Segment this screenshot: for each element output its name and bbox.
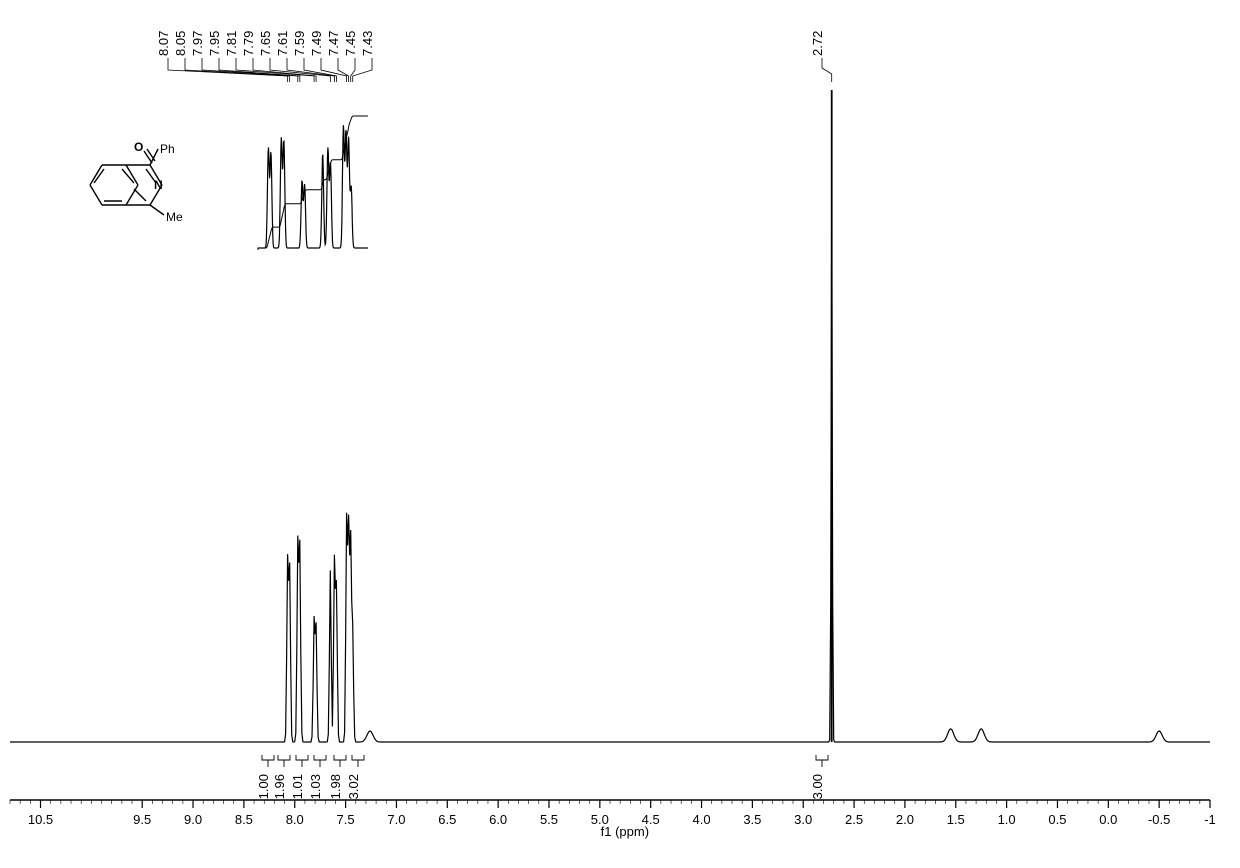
peak-label: 7.45 bbox=[343, 31, 358, 56]
integral-label: 1.00 bbox=[256, 774, 271, 799]
peak-label: 7.59 bbox=[292, 31, 307, 56]
x-tick-label: 1.0 bbox=[998, 812, 1016, 827]
x-tick-label: 6.0 bbox=[489, 812, 507, 827]
svg-text:Me: Me bbox=[166, 210, 183, 224]
x-tick-label: 2.0 bbox=[896, 812, 914, 827]
x-tick-label: 9.0 bbox=[184, 812, 202, 827]
peak-label: 7.49 bbox=[309, 31, 324, 56]
peak-label: 8.07 bbox=[156, 31, 171, 56]
integral-label: 1.03 bbox=[308, 774, 323, 799]
svg-text:N: N bbox=[154, 178, 163, 192]
x-tick-label: 8.5 bbox=[235, 812, 253, 827]
x-axis-label: f1 (ppm) bbox=[601, 824, 649, 839]
x-tick-label: 10.5 bbox=[28, 812, 53, 827]
integral-label: 1.01 bbox=[290, 774, 305, 799]
x-tick-label: 4.0 bbox=[692, 812, 710, 827]
nmr-spectrum: 10.59.59.08.58.07.57.06.56.05.55.04.54.0… bbox=[0, 0, 1240, 868]
zoom-inset-integral bbox=[258, 116, 368, 250]
spectrum-trace bbox=[10, 192, 1210, 742]
x-tick-label: 7.0 bbox=[387, 812, 405, 827]
zoom-inset-trace bbox=[258, 125, 368, 248]
x-tick-label: 6.5 bbox=[438, 812, 456, 827]
x-tick-label: 0.0 bbox=[1099, 812, 1117, 827]
integral-label: 3.02 bbox=[346, 774, 361, 799]
peak-label: 7.79 bbox=[241, 31, 256, 56]
x-tick-label: 5.5 bbox=[540, 812, 558, 827]
peak-label: 7.95 bbox=[207, 31, 222, 56]
x-tick-label: -1 bbox=[1204, 812, 1216, 827]
x-tick-label: 1.5 bbox=[947, 812, 965, 827]
svg-text:Ph: Ph bbox=[160, 142, 175, 156]
x-tick-label: -0.5 bbox=[1148, 812, 1170, 827]
peak-label: 8.05 bbox=[173, 31, 188, 56]
peak-label: 7.97 bbox=[190, 31, 205, 56]
peak-label: 2.72 bbox=[810, 31, 825, 56]
peak-label: 7.81 bbox=[224, 31, 239, 56]
x-tick-label: 8.0 bbox=[286, 812, 304, 827]
peak-label: 7.65 bbox=[258, 31, 273, 56]
x-tick-label: 3.0 bbox=[794, 812, 812, 827]
peak-label: 7.47 bbox=[326, 31, 341, 56]
x-tick-label: 7.5 bbox=[337, 812, 355, 827]
x-tick-label: 0.5 bbox=[1048, 812, 1066, 827]
peak-label: 7.61 bbox=[275, 31, 290, 56]
x-tick-label: 2.5 bbox=[845, 812, 863, 827]
integral-label: 1.98 bbox=[328, 774, 343, 799]
x-tick-label: 3.5 bbox=[743, 812, 761, 827]
integral-label: 1.96 bbox=[272, 774, 287, 799]
integral-label: 3.00 bbox=[810, 774, 825, 799]
x-tick-label: 9.5 bbox=[133, 812, 151, 827]
peak-label: 7.43 bbox=[360, 31, 375, 56]
molecule-structure: O Ph N Me bbox=[90, 140, 183, 224]
svg-text:O: O bbox=[134, 140, 143, 154]
